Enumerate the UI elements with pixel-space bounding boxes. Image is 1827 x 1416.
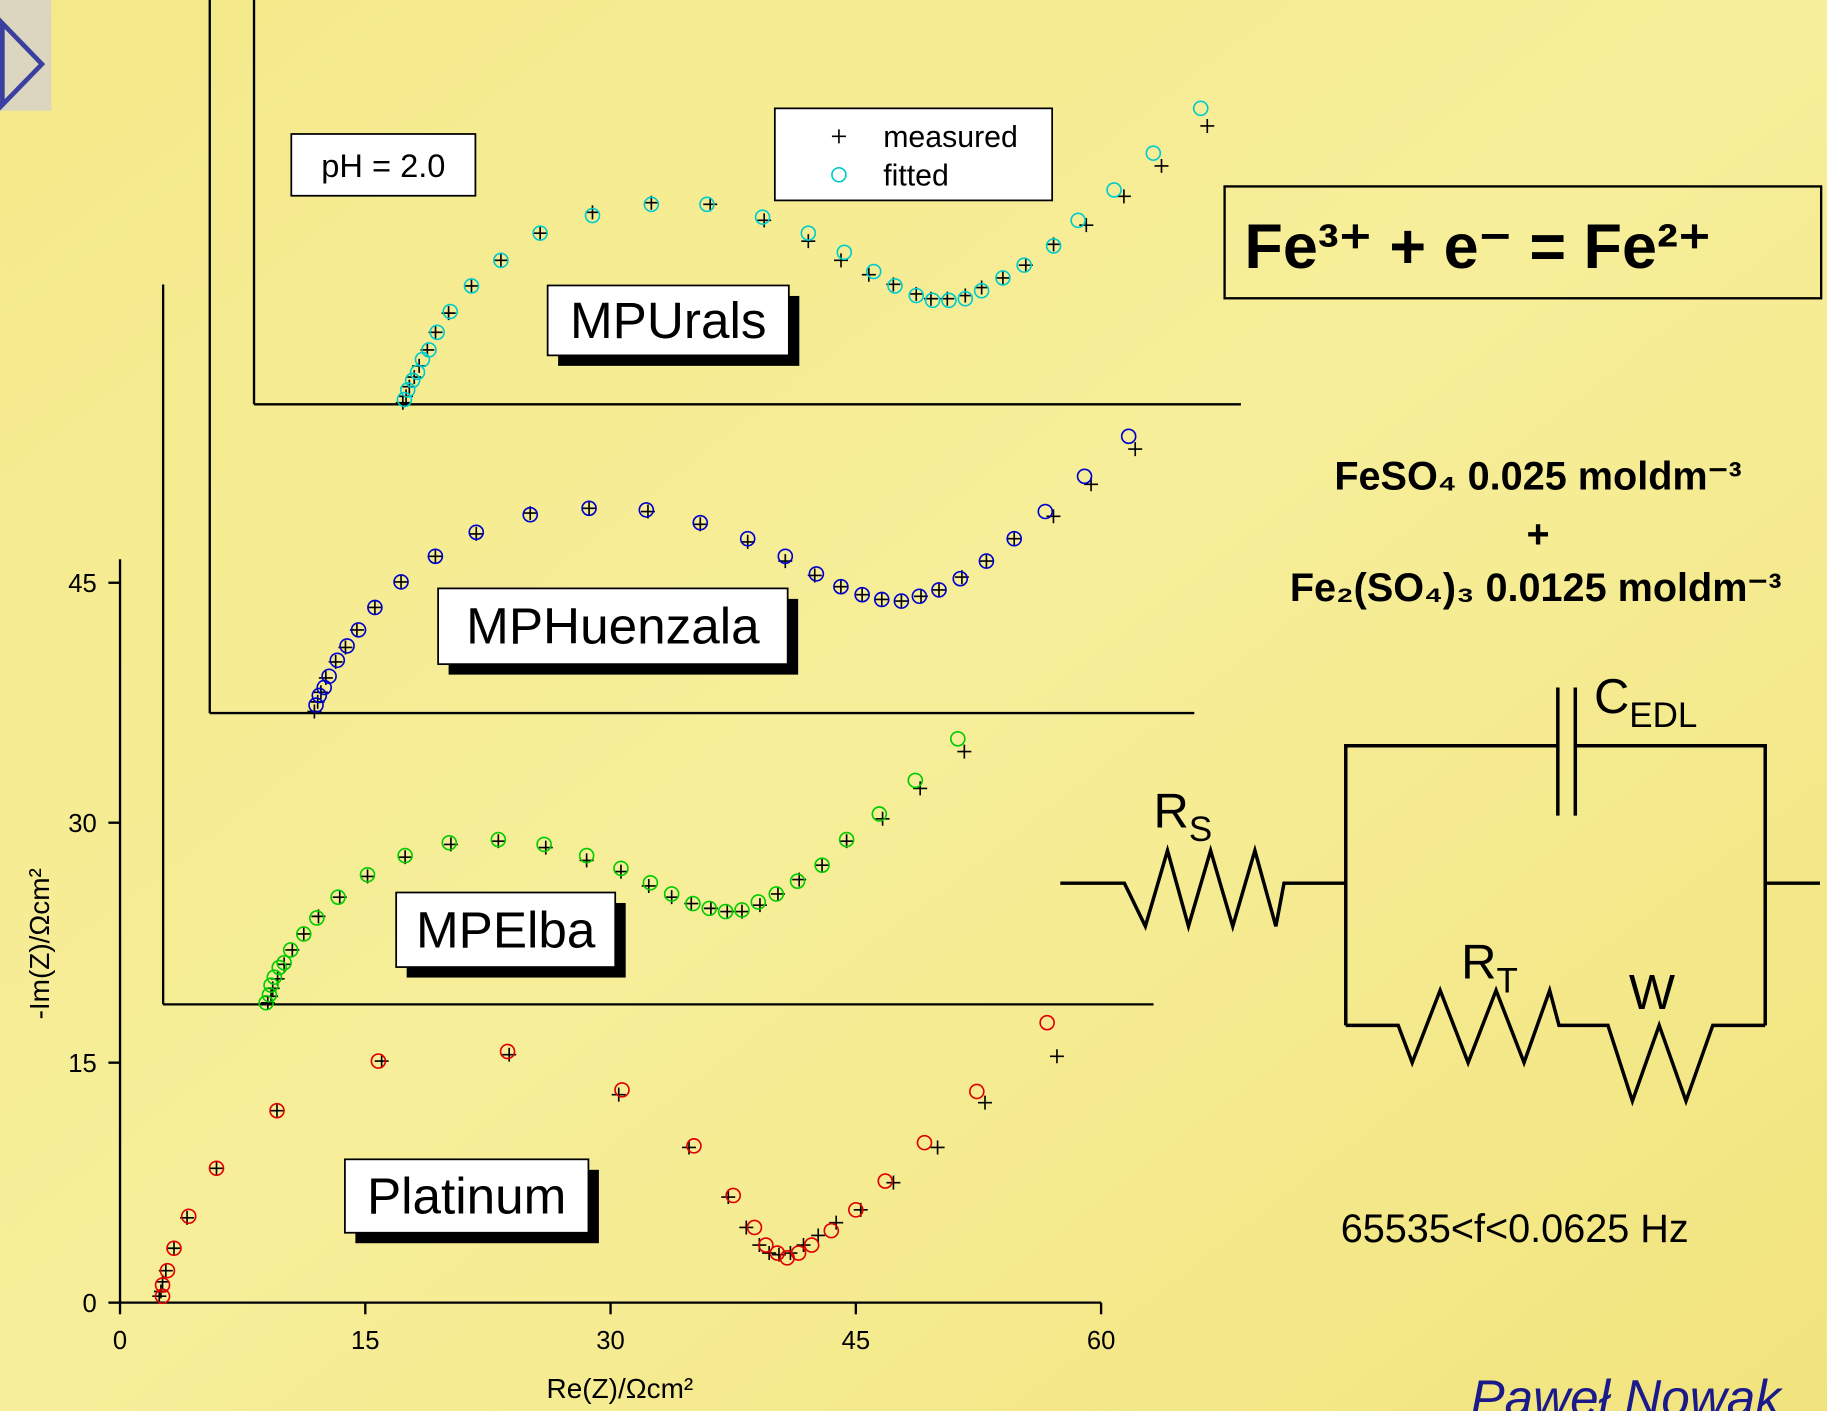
slide: 0 15 30 45 60 0 15 30 45 Re(Z)/Ωcm² -Im(Z)/Ωcm² Pla… [0,0,1827,1411]
x-tick-label: 60 [1087,1327,1116,1355]
solution-plus: + [1526,513,1549,557]
legend-label: measured [883,121,1018,154]
label-sub: EDL [1629,696,1697,735]
page: {"chart_data": [ {"type": "scatter", "la… [0,0,1827,1411]
y-tick-label: 0 [82,1290,96,1318]
x-tick-label: 30 [596,1327,625,1355]
x-tick-label: 15 [351,1327,380,1355]
label-main: R [1461,936,1496,990]
y-tick-label: 45 [68,570,97,598]
author: Paweł Nowak [1470,1370,1783,1411]
logo [0,0,51,111]
x-axis-label: Re(Z)/Ωcm² [547,1373,694,1404]
annotation: pH = 2.0 [321,147,445,184]
label-main: C [1594,670,1629,724]
label-sub: S [1189,810,1212,849]
solution-line: FeSO₄ 0.025 moldm⁻³ [1334,454,1741,498]
solution-line: Fe₂(SO₄)₃ 0.0125 moldm⁻³ [1290,566,1782,610]
panel-label: MPUrals [570,292,766,349]
panel-label: MPHuenzala [466,598,760,655]
legend-label: fitted [883,159,949,192]
label-main: R [1154,784,1189,838]
y-tick-label: 30 [68,810,97,838]
reaction: Fe³⁺ + e⁻ = Fe²⁺ [1244,212,1711,282]
y-tick-label: 15 [68,1050,97,1078]
label-sub: T [1496,962,1517,1001]
frequency: 65535<f<0.0625 Hz [1341,1207,1689,1251]
y-axis-label: -Im(Z)/Ωcm² [24,868,55,1019]
panel-label: Platinum [367,1168,566,1225]
circuit-label: W [1629,966,1675,1020]
panel-label: MPElba [416,901,596,958]
x-tick-label: 45 [842,1327,871,1355]
x-tick-label: 0 [113,1327,127,1355]
